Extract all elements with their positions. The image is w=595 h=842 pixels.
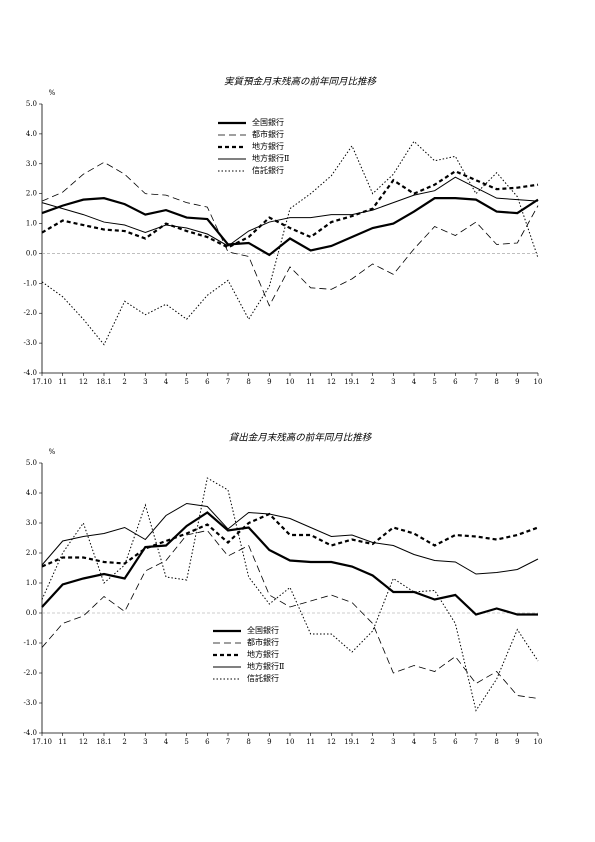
x-tick-label: 5 bbox=[432, 738, 436, 746]
x-tick-label: 8 bbox=[494, 378, 498, 386]
legend-label: 都市銀行 bbox=[247, 637, 279, 647]
line-series bbox=[41, 512, 539, 568]
x-tick-label: 11 bbox=[58, 738, 67, 746]
y-tick-label: 4.0 bbox=[26, 489, 37, 497]
x-tick-label: 7 bbox=[226, 738, 230, 746]
legend-label: 全国銀行 bbox=[252, 117, 284, 127]
y-tick-label: 2.0 bbox=[26, 549, 37, 557]
legend-label: 地方銀行Ⅱ bbox=[247, 661, 284, 671]
x-tick-label: 10 bbox=[286, 378, 295, 386]
x-tick-label: 12 bbox=[327, 738, 336, 746]
x-tick-label: 12 bbox=[327, 378, 336, 386]
x-tick-label: 5 bbox=[184, 378, 188, 386]
line-series bbox=[41, 477, 539, 712]
y-tick-label: -1.0 bbox=[24, 279, 38, 287]
x-tick-label: 9 bbox=[515, 378, 519, 386]
legend-label: 信託銀行 bbox=[252, 165, 284, 175]
line-series bbox=[41, 502, 539, 575]
y-tick-label: 2.0 bbox=[26, 190, 37, 198]
y-tick-label: 3.0 bbox=[26, 519, 37, 527]
x-tick-label: 7 bbox=[474, 378, 478, 386]
x-tick-label: 8 bbox=[246, 378, 250, 386]
y-tick-label: -1.0 bbox=[24, 639, 38, 647]
chart-title: 実質預金月末残高の前年同月比推移 bbox=[224, 76, 378, 88]
x-tick-label: 6 bbox=[453, 738, 458, 746]
y-tick-label: -2.0 bbox=[24, 669, 38, 677]
line-series bbox=[41, 197, 539, 257]
y-tick-label: -4.0 bbox=[24, 369, 38, 377]
x-tick-label: 9 bbox=[515, 738, 519, 746]
y-tick-label: -3.0 bbox=[24, 339, 38, 347]
legend-label: 地方銀行 bbox=[247, 649, 279, 659]
legend-label: 地方銀行Ⅱ bbox=[252, 153, 289, 163]
y-tick-label: 1.0 bbox=[26, 579, 37, 587]
y-unit: % bbox=[49, 448, 56, 456]
line-series bbox=[41, 176, 539, 247]
x-tick-label: 2 bbox=[122, 738, 126, 746]
x-tick-label: 4 bbox=[164, 738, 169, 746]
x-tick-label: 8 bbox=[494, 738, 498, 746]
y-tick-label: 3.0 bbox=[26, 160, 37, 168]
x-tick-label: 11 bbox=[306, 738, 315, 746]
x-tick-label: 4 bbox=[164, 378, 169, 386]
x-tick-label: 6 bbox=[205, 378, 210, 386]
x-tick-label: 5 bbox=[184, 738, 188, 746]
y-tick-label: 0.0 bbox=[26, 249, 37, 257]
x-tick-label: 17.10 bbox=[32, 738, 52, 746]
x-tick-label: 3 bbox=[391, 378, 395, 386]
x-tick-label: 18.1 bbox=[96, 738, 112, 746]
legend-label: 信託銀行 bbox=[247, 673, 279, 683]
y-tick-label: -4.0 bbox=[24, 729, 38, 737]
x-tick-label: 18.1 bbox=[96, 378, 112, 386]
x-tick-label: 5 bbox=[432, 378, 436, 386]
line-series bbox=[41, 530, 539, 699]
line-series bbox=[41, 170, 539, 249]
x-tick-label: 7 bbox=[226, 378, 230, 386]
x-tick-label: 2 bbox=[370, 378, 374, 386]
y-tick-label: 4.0 bbox=[26, 130, 37, 138]
y-tick-label: 5.0 bbox=[26, 459, 37, 467]
x-tick-label: 9 bbox=[267, 378, 271, 386]
x-tick-label: 11 bbox=[58, 378, 67, 386]
legend-label: 都市銀行 bbox=[252, 129, 284, 139]
x-tick-label: 19.1 bbox=[344, 738, 360, 746]
y-tick-label: 0.0 bbox=[26, 609, 37, 617]
x-tick-label: 17.10 bbox=[32, 378, 52, 386]
x-tick-label: 3 bbox=[391, 738, 395, 746]
y-unit: % bbox=[49, 89, 56, 97]
line-series bbox=[41, 511, 538, 616]
x-tick-label: 10 bbox=[286, 738, 295, 746]
x-tick-label: 11 bbox=[306, 378, 315, 386]
line-series bbox=[41, 140, 539, 346]
x-tick-label: 3 bbox=[143, 738, 147, 746]
line-series bbox=[41, 161, 539, 307]
x-tick-label: 6 bbox=[205, 738, 210, 746]
x-tick-label: 2 bbox=[370, 738, 374, 746]
x-tick-label: 12 bbox=[79, 738, 88, 746]
y-tick-label: 5.0 bbox=[26, 100, 37, 108]
x-tick-label: 12 bbox=[79, 378, 88, 386]
x-tick-label: 3 bbox=[143, 378, 147, 386]
x-tick-label: 9 bbox=[267, 738, 271, 746]
legend-label: 地方銀行 bbox=[252, 141, 284, 151]
y-tick-label: -3.0 bbox=[24, 699, 38, 707]
x-tick-label: 4 bbox=[412, 738, 417, 746]
x-tick-label: 4 bbox=[412, 378, 417, 386]
x-tick-label: 10 bbox=[534, 738, 543, 746]
chart-title: 貸出金月末残高の前年同月比推移 bbox=[229, 432, 373, 444]
legend-label: 全国銀行 bbox=[247, 625, 279, 635]
x-tick-label: 7 bbox=[474, 738, 478, 746]
x-tick-label: 8 bbox=[246, 738, 250, 746]
y-tick-label: -2.0 bbox=[24, 309, 38, 317]
x-tick-label: 19.1 bbox=[344, 378, 360, 386]
x-tick-label: 10 bbox=[534, 378, 543, 386]
x-tick-label: 2 bbox=[122, 378, 126, 386]
x-tick-label: 6 bbox=[453, 378, 458, 386]
y-tick-label: 1.0 bbox=[26, 220, 37, 228]
